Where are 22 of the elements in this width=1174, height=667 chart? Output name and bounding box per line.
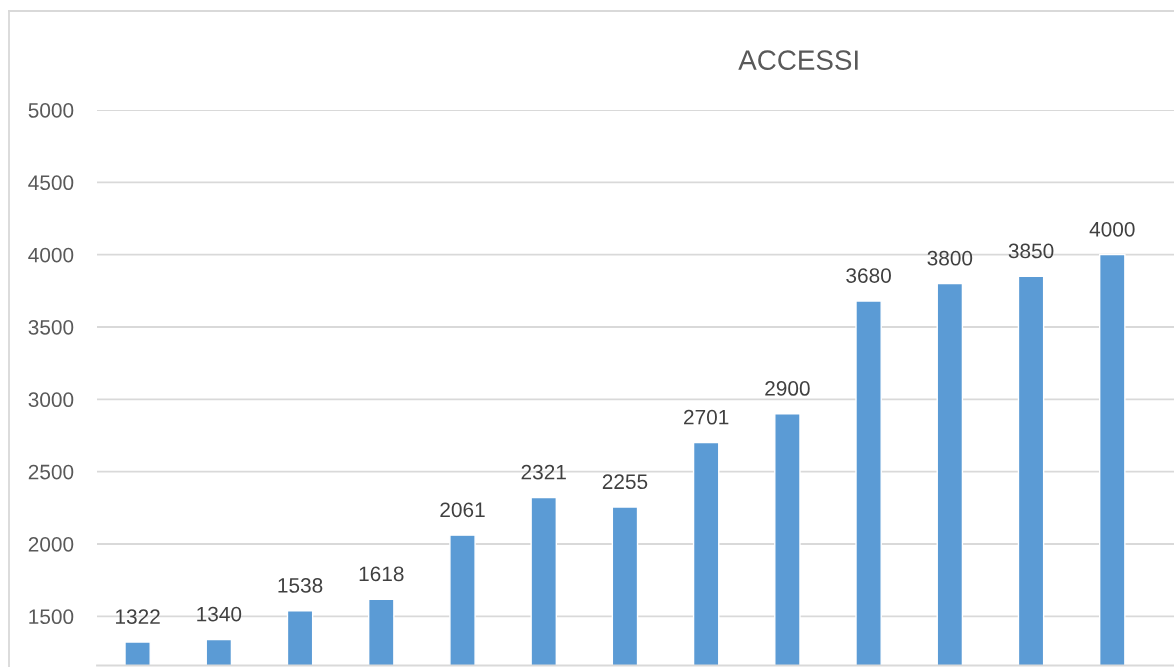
data-label: 1618: [359, 566, 404, 582]
y-tick-label: 5000: [28, 103, 74, 118]
data-label: 3800: [927, 250, 973, 266]
data-label: 4000: [1089, 221, 1135, 237]
data-label: 2701: [684, 409, 729, 425]
chart-title: ACCESSI: [738, 50, 858, 70]
data-label: 2061: [440, 502, 485, 518]
y-tick-label: 1500: [29, 609, 74, 625]
data-label: 1538: [278, 578, 323, 593]
y-tick-label: 4500: [28, 175, 74, 191]
y-tick-label: 2000: [28, 536, 74, 552]
y-tick-label: 3500: [28, 319, 74, 335]
y-tick-label: 3000: [28, 392, 74, 408]
data-label: 2255: [602, 474, 648, 490]
data-label: 3680: [846, 268, 891, 283]
data-label: 1322: [116, 609, 160, 625]
y-tick-label: 4000: [28, 247, 74, 263]
data-label: 1340: [197, 606, 242, 622]
y-tick-label: 2500: [28, 464, 74, 480]
data-label: 2900: [765, 381, 810, 396]
data-label: 3850: [1008, 243, 1054, 259]
data-label: 2321: [521, 464, 566, 480]
